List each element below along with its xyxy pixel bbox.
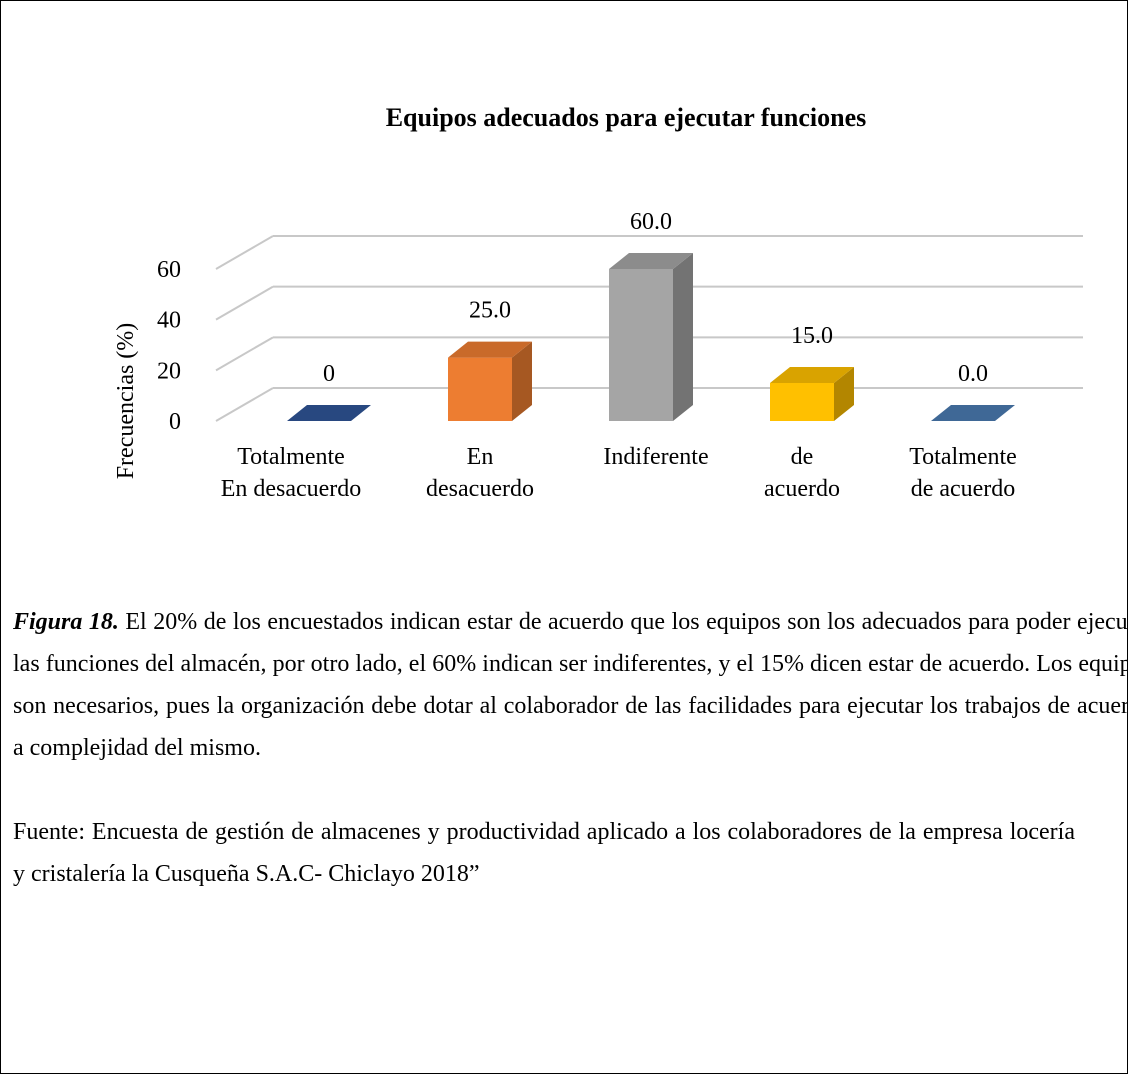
bar-top <box>287 405 371 421</box>
source: Fuente: Encuesta de gestión de almacenes… <box>13 819 1075 887</box>
caption-label: Figura 18. <box>13 609 119 635</box>
bar-top <box>609 253 693 269</box>
y-tick-label: 20 <box>157 358 181 384</box>
bar <box>609 253 693 421</box>
x-tick-label: Indiferente <box>603 444 709 470</box>
y-axis-label: Frecuencias (%) <box>113 323 139 480</box>
x-tick-label: Totalmente de acuerdo <box>909 444 1017 502</box>
value-label: 0 <box>323 361 335 387</box>
value-label: 25.0 <box>469 298 511 324</box>
x-tick-label: de acuerdo <box>764 444 840 502</box>
bar <box>931 405 1015 421</box>
bar <box>287 405 371 421</box>
bar <box>770 367 854 421</box>
bar-front <box>448 357 512 421</box>
value-label: 60.0 <box>630 209 672 235</box>
x-tick-label: En desacuerdo <box>426 444 534 502</box>
y-tick-label: 40 <box>157 308 181 334</box>
grid-line <box>215 336 274 372</box>
bar-front <box>770 383 834 421</box>
caption-text: El 20% de los encuestados indican estar … <box>13 609 1128 761</box>
chart-title: Equipos adecuados para ejecutar funcione… <box>386 103 867 132</box>
grid-line <box>215 285 274 321</box>
x-tick-label: Totalmente En desacuerdo <box>220 444 362 502</box>
bar-front <box>609 269 673 421</box>
grid-line <box>215 387 274 422</box>
caption: Figura 18. El 20% de los encuestados ind… <box>13 601 1128 769</box>
bar-top <box>448 341 532 358</box>
bar <box>448 341 532 421</box>
chart: Equipos adecuados para ejecutar funcione… <box>113 103 1083 480</box>
bar-side <box>512 341 532 421</box>
grid-line <box>215 235 274 270</box>
bar-side <box>673 253 693 421</box>
bar-top <box>770 367 854 383</box>
value-label: 0.0 <box>958 361 988 387</box>
bar-top <box>931 405 1015 421</box>
y-tick-label: 0 <box>169 409 181 435</box>
y-tick-label: 60 <box>157 257 181 283</box>
value-label: 15.0 <box>791 323 833 349</box>
bar-side <box>834 367 854 421</box>
